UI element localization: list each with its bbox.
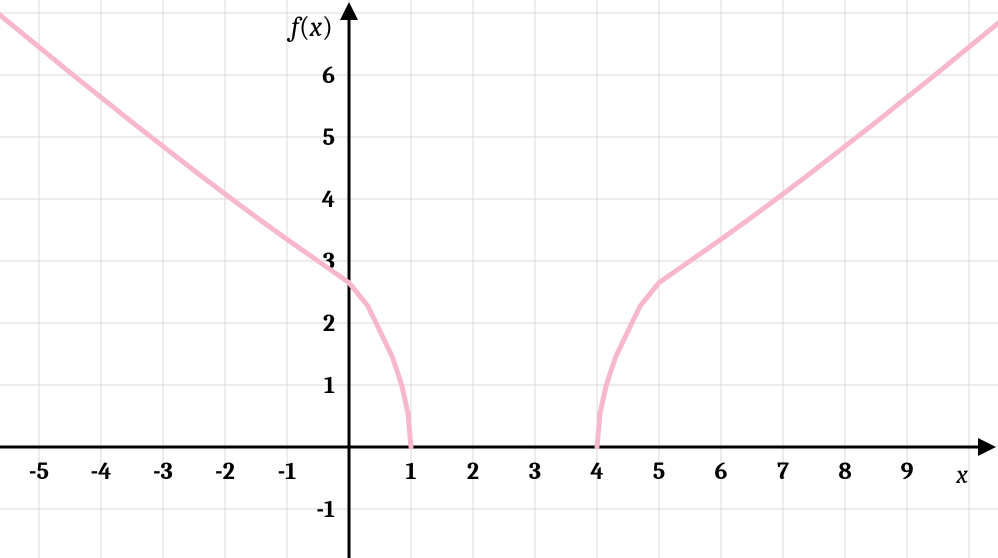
x-tick-label: -5	[29, 457, 49, 485]
x-tick-label: 7	[777, 457, 789, 485]
x-tick-label: 3	[529, 457, 541, 485]
y-tick-label: 1	[324, 371, 335, 399]
y-tick-label: 5	[323, 123, 335, 151]
chart-svg: -5-4-3-2-1123456789-1123456f(x)x	[0, 0, 998, 558]
x-tick-label: 6	[715, 457, 728, 485]
y-axis-label: f(x)	[286, 11, 333, 43]
y-tick-label: -1	[317, 495, 335, 523]
y-tick-label: 2	[323, 309, 335, 337]
chart-container: -5-4-3-2-1123456789-1123456f(x)x	[0, 0, 998, 558]
x-tick-label: -3	[153, 457, 173, 485]
x-tick-label: 4	[590, 457, 603, 485]
x-tick-label: -1	[278, 457, 296, 485]
x-tick-label: 5	[653, 457, 665, 485]
x-tick-label: 1	[406, 457, 417, 485]
x-tick-label: -2	[215, 457, 235, 485]
x-tick-label: 2	[467, 457, 479, 485]
x-tick-label: 9	[901, 457, 914, 485]
y-tick-label: 4	[322, 185, 335, 213]
x-axis-label: x	[955, 460, 968, 490]
x-tick-label: -4	[91, 457, 112, 485]
x-tick-label: 8	[838, 457, 851, 485]
y-tick-label: 6	[322, 61, 335, 89]
